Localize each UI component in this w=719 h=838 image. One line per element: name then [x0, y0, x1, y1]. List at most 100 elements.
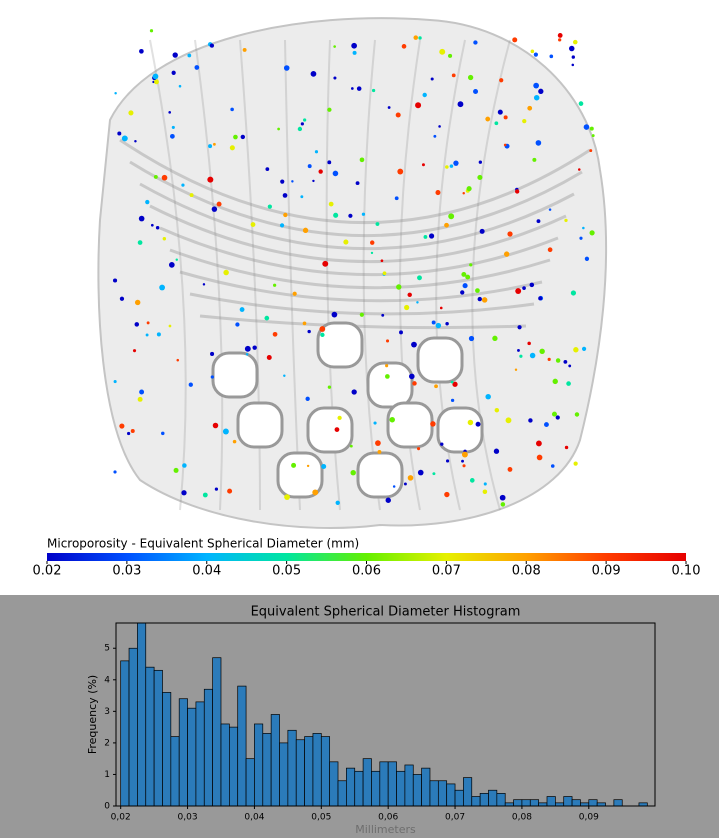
- histogram-bar: [305, 737, 313, 806]
- pore-dot: [494, 121, 498, 125]
- pore-dot: [283, 375, 285, 377]
- pore-dot: [135, 322, 139, 326]
- pore-dot: [450, 164, 454, 168]
- pore-dot: [461, 272, 466, 277]
- pore-dot: [371, 252, 373, 254]
- pore-dot: [293, 292, 297, 296]
- pore-dot: [433, 135, 436, 138]
- histogram-bar: [162, 692, 170, 806]
- page: Microporosity - Equivalent Spherical Dia…: [0, 0, 719, 838]
- pore-dot: [280, 180, 284, 184]
- pore-hole: [418, 338, 462, 382]
- pore-dot: [114, 92, 116, 94]
- figure: Microporosity - Equivalent Spherical Dia…: [0, 0, 719, 838]
- pore-dot: [393, 485, 396, 488]
- pore-dot: [181, 490, 186, 495]
- pore-dot: [169, 262, 175, 268]
- pore-dot: [243, 48, 247, 52]
- histogram-bar: [564, 797, 572, 806]
- pore-dot: [415, 102, 421, 108]
- pore-dot: [131, 429, 135, 433]
- pore-dot: [563, 360, 567, 364]
- pore-dot: [189, 383, 193, 387]
- pore-dot: [291, 180, 293, 182]
- pore-dot: [569, 46, 574, 51]
- pore-dot: [412, 381, 416, 385]
- pore-dot: [460, 290, 464, 294]
- pore-dot: [473, 89, 478, 94]
- histogram-bar: [397, 771, 405, 806]
- pore-dot: [273, 284, 276, 287]
- pore-dot: [268, 205, 272, 209]
- pore-dot: [223, 270, 229, 276]
- pore-dot: [182, 463, 187, 468]
- pore-dot: [133, 349, 136, 352]
- pore-dot: [333, 45, 336, 48]
- histogram-bar: [371, 771, 379, 806]
- pore-dot: [138, 240, 143, 245]
- colorbar-tick-label: 0.10: [672, 564, 701, 579]
- pore-dot: [539, 349, 544, 354]
- pore-dot: [584, 124, 590, 130]
- histogram-bar: [137, 623, 145, 806]
- pore-dot: [159, 285, 165, 291]
- pore-dot: [343, 240, 348, 245]
- pore-dot: [194, 65, 199, 70]
- pore-dot: [145, 200, 149, 204]
- pore-dot: [351, 87, 354, 90]
- pore-dot: [568, 365, 571, 368]
- pore-dot: [480, 229, 485, 234]
- pore-dot: [264, 316, 269, 321]
- pore-dot: [537, 455, 543, 461]
- pore-dot: [161, 432, 164, 435]
- pore-dot: [556, 358, 560, 362]
- pore-dot: [335, 427, 340, 432]
- pore-dot: [353, 51, 357, 55]
- pore-dot: [169, 325, 172, 328]
- pore-dot: [273, 332, 278, 337]
- pore-dot: [534, 95, 539, 100]
- pore-dot: [578, 168, 581, 171]
- pore-dot: [134, 140, 136, 142]
- histogram-bar: [246, 759, 254, 806]
- histogram-bar: [547, 797, 555, 806]
- pore-dot: [592, 134, 595, 137]
- pore-dot: [582, 347, 586, 351]
- pore-dot: [517, 325, 521, 329]
- pore-hole: [213, 353, 257, 397]
- pore-dot: [385, 374, 390, 379]
- pore-dot: [350, 445, 353, 448]
- pore-dot: [479, 161, 482, 164]
- histogram-bar: [422, 768, 430, 806]
- histogram-bar: [338, 781, 346, 806]
- pore-dot: [565, 446, 568, 449]
- pore-dot: [277, 128, 280, 131]
- x-axis-label: Millimeters: [355, 823, 416, 836]
- pore-dot: [233, 135, 238, 140]
- pore-dot: [381, 314, 384, 317]
- pore-dot: [504, 115, 508, 119]
- histogram-bar: [455, 790, 463, 806]
- histogram-bar: [171, 737, 179, 806]
- pore-dot: [522, 286, 526, 290]
- pore-dot: [515, 288, 521, 294]
- pore-dot: [431, 77, 434, 80]
- pore-dot: [585, 257, 589, 261]
- pore-dot: [469, 263, 472, 266]
- pore-dot: [430, 421, 435, 426]
- pore-dot: [538, 89, 543, 94]
- y-tick-label: 4: [104, 675, 110, 685]
- histogram-bar: [447, 784, 455, 806]
- pore-dot: [312, 489, 318, 495]
- lattice-render: [98, 18, 606, 528]
- pore-dot: [574, 461, 578, 465]
- chart-title: Equivalent Spherical Diameter Histogram: [251, 605, 521, 620]
- pore-dot: [467, 186, 472, 191]
- pore-dot: [301, 122, 304, 125]
- pore-dot: [215, 487, 218, 490]
- pore-dot: [217, 202, 222, 207]
- pore-dot: [156, 226, 159, 229]
- pore-dot: [429, 233, 434, 238]
- pore-dot: [432, 472, 435, 475]
- pore-dot: [373, 421, 376, 424]
